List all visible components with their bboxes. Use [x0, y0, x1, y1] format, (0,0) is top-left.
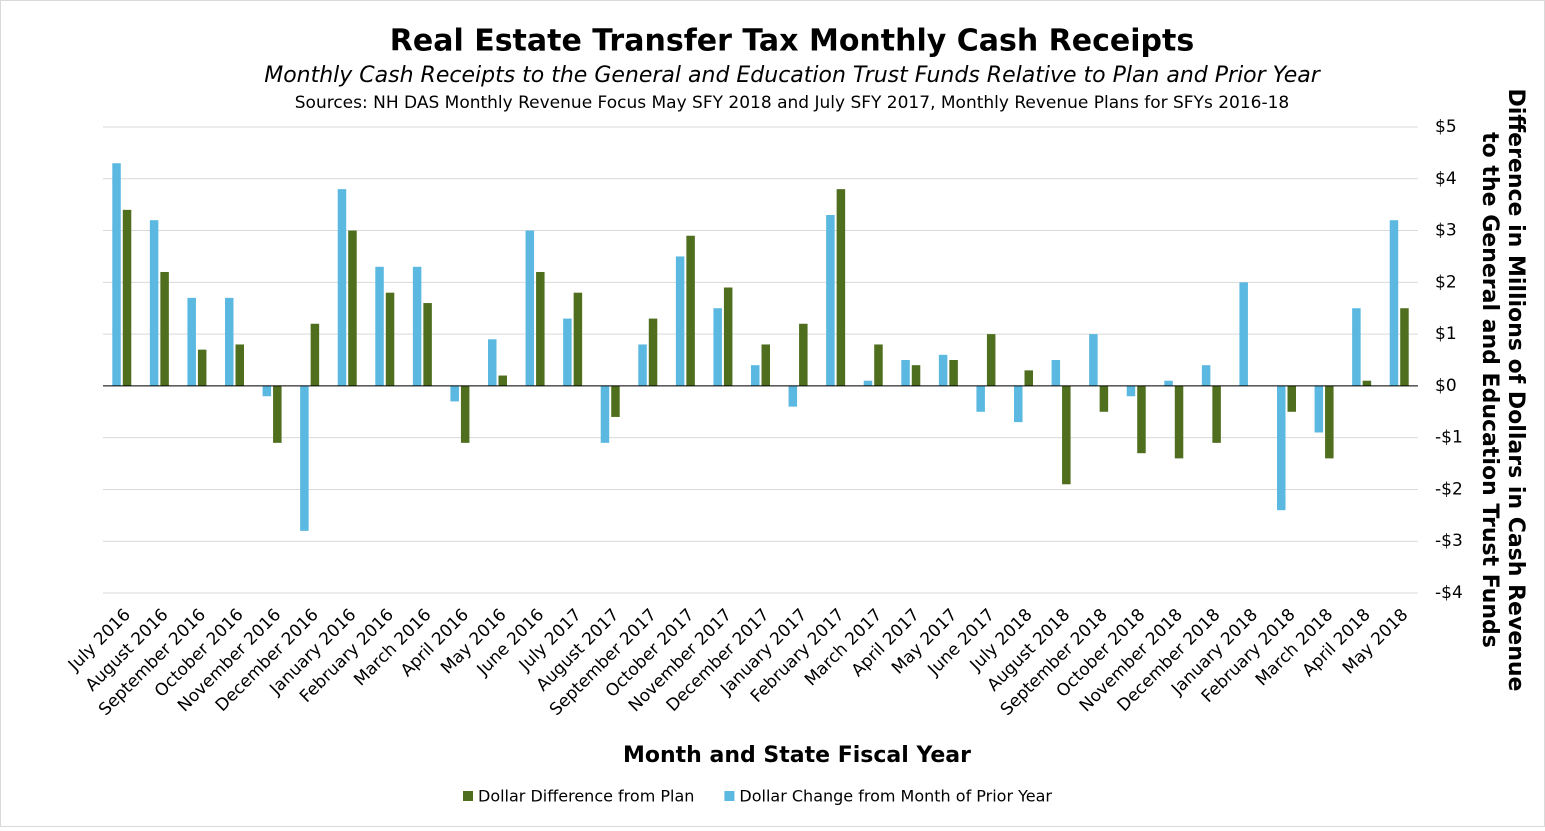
bar [1137, 385, 1146, 454]
y-tick-label: -$3 [1435, 531, 1463, 551]
bar [863, 380, 873, 386]
bar [874, 344, 883, 386]
y-axis-title: Difference in Millions of Dollars in Cas… [1477, 89, 1528, 692]
bar [911, 365, 921, 386]
bar [385, 292, 395, 386]
y-tick-label: -$1 [1435, 428, 1463, 448]
bar [112, 163, 121, 386]
bar [675, 256, 685, 386]
chart-subtitle: Monthly Cash Receipts to the General and… [264, 63, 1321, 88]
bar [149, 220, 159, 386]
bar [1212, 385, 1221, 443]
bar [986, 334, 996, 386]
y-tick-label: $0 [1435, 376, 1457, 396]
bar [573, 292, 583, 386]
bar [488, 339, 497, 386]
y-tick-label: $2 [1435, 272, 1457, 292]
bar [536, 271, 545, 386]
bar [1325, 385, 1334, 459]
bar [799, 323, 808, 386]
legend-swatch [724, 791, 735, 801]
bar [901, 360, 910, 386]
bar [1051, 360, 1061, 386]
bar [423, 303, 432, 386]
bar [1287, 385, 1296, 412]
bar [122, 209, 132, 386]
bar [1389, 220, 1399, 386]
y-tick-label: $4 [1435, 169, 1457, 189]
y-axis-title-line: to the General and Education Trust Funds [1477, 132, 1502, 648]
bar [1352, 308, 1361, 386]
bar [375, 266, 384, 386]
bar [225, 297, 234, 386]
bar [1277, 385, 1286, 511]
bar [713, 308, 722, 386]
bar [638, 344, 647, 386]
bar [310, 323, 320, 386]
chart-source: Sources: NH DAS Monthly Revenue Focus Ma… [295, 93, 1289, 113]
bar [1174, 385, 1184, 459]
bar [337, 189, 347, 386]
bar [648, 318, 658, 386]
bar [450, 385, 459, 402]
y-tick-label: $3 [1435, 221, 1457, 241]
bar [751, 365, 760, 386]
bar [788, 385, 798, 407]
bar [187, 297, 196, 386]
bar [1014, 385, 1023, 423]
y-axis-title-line: Difference in Millions of Dollars in Cas… [1503, 89, 1528, 692]
bar [611, 385, 620, 417]
chart-title: Real Estate Transfer Tax Monthly Cash Re… [390, 24, 1194, 59]
bar [761, 344, 770, 386]
bar [1400, 308, 1409, 386]
bar [600, 385, 610, 443]
bar [348, 230, 357, 386]
bar [1062, 385, 1071, 485]
legend-label: Dollar Change from Month of Prior Year [739, 787, 1052, 806]
bar [1239, 282, 1248, 386]
bar [1164, 380, 1173, 386]
x-axis-title: Month and State Fiscal Year [623, 743, 971, 768]
bar [262, 385, 272, 397]
bar [273, 385, 282, 443]
bar [1089, 334, 1098, 386]
bar [197, 349, 207, 386]
y-tick-label: $1 [1435, 324, 1457, 344]
bar [1024, 370, 1033, 386]
bar [1126, 385, 1136, 397]
bar [1201, 365, 1211, 386]
bar [300, 385, 309, 531]
bar [976, 385, 985, 412]
y-tick-label: $5 [1435, 117, 1457, 137]
bar [723, 287, 733, 386]
legend-label: Dollar Difference from Plan [478, 787, 694, 806]
bar [826, 215, 835, 386]
bar [563, 318, 572, 386]
bar [686, 235, 695, 386]
legend-swatch [463, 791, 473, 801]
bar [525, 230, 535, 386]
bar [1099, 385, 1109, 412]
bar [938, 354, 948, 386]
bar [460, 385, 470, 443]
bar [160, 271, 169, 386]
bar [949, 360, 958, 386]
bar [235, 344, 244, 386]
bar [412, 266, 422, 386]
bar [498, 375, 507, 386]
bar [836, 189, 846, 386]
bar [1314, 385, 1324, 433]
y-tick-label: -$4 [1435, 583, 1463, 603]
y-tick-label: -$2 [1435, 479, 1463, 499]
bar [1362, 380, 1372, 386]
